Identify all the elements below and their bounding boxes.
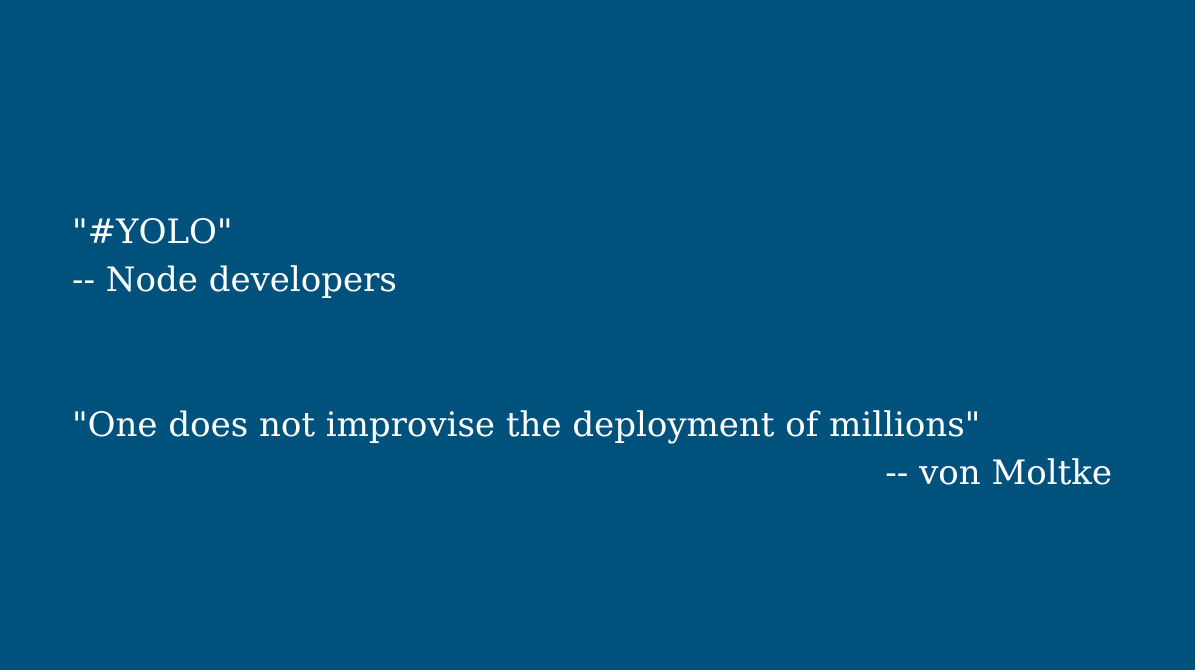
quote-block-yolo: "#YOLO" -- Node developers	[72, 208, 397, 304]
quote-text: "#YOLO"	[72, 212, 233, 252]
quote-attribution: -- von Moltke	[885, 453, 1112, 493]
quote-attribution: -- Node developers	[72, 260, 397, 300]
quote-text: "One does not improvise the deployment o…	[72, 405, 981, 445]
quote-block-moltke: "One does not improvise the deployment o…	[72, 401, 1112, 497]
